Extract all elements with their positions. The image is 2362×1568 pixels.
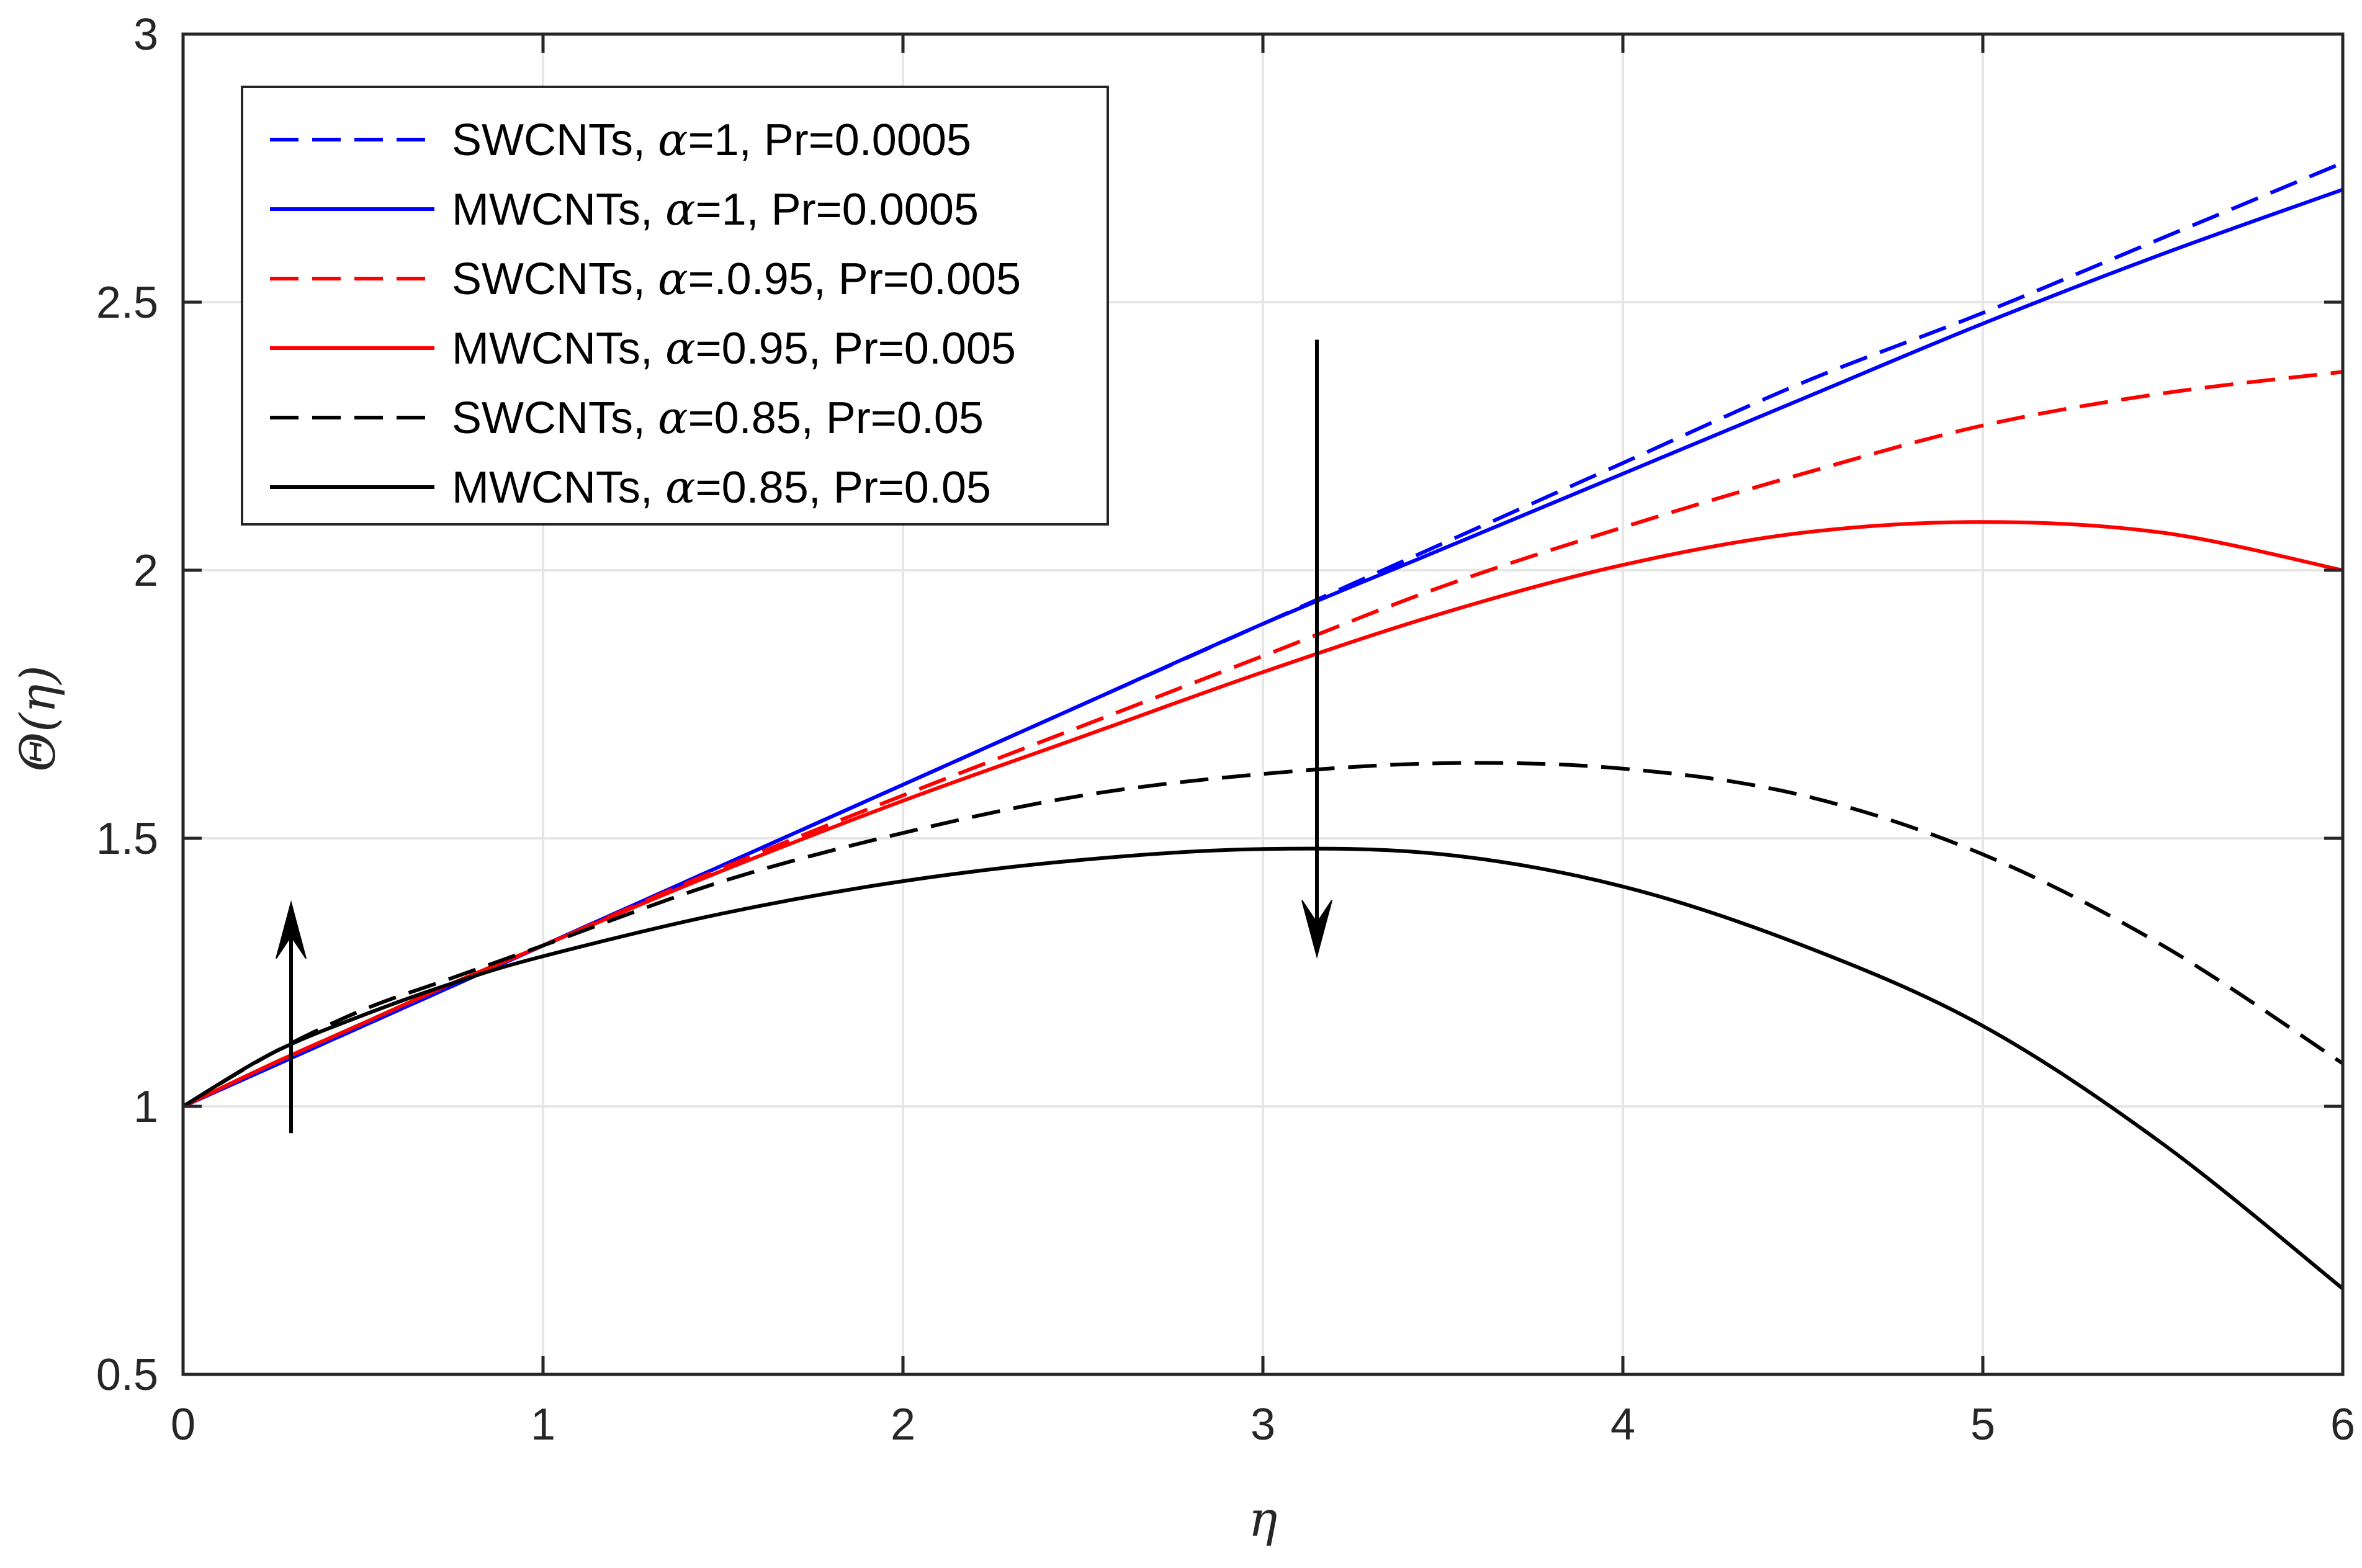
legend-label-symbol: α [665, 183, 696, 235]
legend-item-6: MWCNTs, α=0.85, Pr=0.05 [270, 461, 991, 513]
legend-label-prefix: MWCNTs, [452, 463, 665, 513]
legend-label-symbol: α [665, 461, 696, 513]
series-line-5 [182, 761, 2344, 1108]
axes [181, 32, 2345, 1376]
series-line-2 [182, 187, 2344, 1108]
y-tick-label: 3 [133, 10, 158, 60]
y-tick-label: 2 [133, 546, 158, 596]
legend-label-suffix: =0.95, Pr=0.005 [696, 324, 1016, 374]
legend-item-1: SWCNTs, α=1, Pr=0.0005 [270, 114, 971, 166]
x-tick-label: 3 [1251, 1400, 1275, 1449]
legend-label: MWCNTs, α=1, Pr=0.0005 [452, 183, 979, 235]
y-tick-label: 2.5 [96, 278, 158, 328]
legend-item-5: SWCNTs, α=0.85, Pr=0.05 [270, 392, 984, 444]
legend-label-prefix: MWCNTs, [452, 185, 665, 235]
legend-label-symbol: α [665, 322, 696, 374]
legend-label-prefix: SWCNTs, [452, 254, 658, 304]
x-axis-label: η [1249, 1492, 1278, 1548]
arrow-annotations [276, 339, 1332, 1134]
legend-label-prefix: MWCNTs, [452, 324, 665, 374]
legend-label-suffix: =.0.95, Pr=0.005 [688, 254, 1021, 304]
legend-box [241, 86, 1109, 526]
legend-label: SWCNTs, α=.0.95, Pr=0.005 [452, 253, 1021, 305]
legend-label-symbol: α [658, 253, 688, 305]
legend-label: MWCNTs, α=0.85, Pr=0.05 [452, 461, 991, 513]
legend-label-prefix: SWCNTs, [452, 115, 658, 165]
legend-label-prefix: SWCNTs, [452, 393, 658, 443]
y-tick-label: 1.5 [96, 814, 158, 864]
x-tick-label: 1 [531, 1400, 555, 1449]
y-axis-label: Θ(η) [11, 665, 66, 772]
legend-label: SWCNTs, α=1, Pr=0.0005 [452, 114, 971, 166]
x-tick-label: 0 [171, 1400, 195, 1449]
tick-labels: 0 1 2 3 4 5 6 0.5 1 1.5 2 2.5 3 [96, 10, 2355, 1449]
legend-label-suffix: =0.85, Pr=0.05 [696, 463, 991, 513]
arrow-head-2 [1301, 900, 1332, 959]
legend-label: SWCNTs, α=0.85, Pr=0.05 [452, 392, 984, 444]
legend-label-suffix: =1, Pr=0.0005 [696, 185, 979, 235]
x-tick-label: 5 [1970, 1400, 1995, 1449]
legend-label-symbol: α [658, 114, 688, 166]
series-line-6 [182, 846, 2344, 1291]
legend-item-3: SWCNTs, α=.0.95, Pr=0.005 [270, 253, 1021, 305]
arrow-head-1 [276, 900, 307, 959]
legend-label-suffix: =1, Pr=0.0005 [688, 115, 971, 165]
legend-label: MWCNTs, α=0.95, Pr=0.005 [452, 322, 1016, 374]
y-tick-label: 1 [133, 1082, 158, 1132]
series-lines [182, 161, 2344, 1291]
x-tick-label: 4 [1610, 1400, 1635, 1449]
x-tick-label: 6 [2330, 1400, 2355, 1449]
x-tick-label: 2 [891, 1400, 915, 1449]
legend-item-4: MWCNTs, α=0.95, Pr=0.005 [270, 322, 1016, 374]
series-line-3 [182, 370, 2343, 1108]
legend-label-suffix: =0.85, Pr=0.05 [688, 393, 984, 443]
legend-label-symbol: α [658, 392, 688, 444]
legend-item-2: MWCNTs, α=1, Pr=0.0005 [270, 183, 979, 235]
y-tick-label: 0.5 [96, 1350, 158, 1400]
series-line-1 [182, 161, 2344, 1108]
